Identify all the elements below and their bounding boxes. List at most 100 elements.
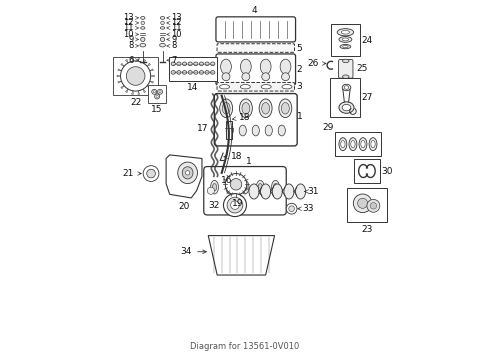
Ellipse shape (342, 104, 351, 111)
Circle shape (141, 37, 145, 41)
Text: 9: 9 (167, 35, 177, 44)
Ellipse shape (344, 86, 349, 89)
Ellipse shape (359, 138, 367, 150)
Text: 6: 6 (128, 56, 139, 65)
Text: 8: 8 (128, 41, 139, 50)
Ellipse shape (222, 73, 230, 81)
Ellipse shape (141, 27, 145, 29)
Ellipse shape (211, 62, 215, 66)
Ellipse shape (284, 184, 294, 199)
Text: 10: 10 (123, 30, 139, 39)
Circle shape (161, 21, 164, 25)
Text: 7: 7 (167, 56, 177, 65)
Text: 12: 12 (167, 18, 182, 27)
Ellipse shape (337, 29, 354, 36)
Ellipse shape (342, 84, 351, 91)
Ellipse shape (242, 103, 250, 114)
Bar (226, 121, 232, 139)
Text: 3: 3 (296, 82, 302, 91)
FancyBboxPatch shape (148, 85, 166, 103)
Ellipse shape (188, 62, 193, 66)
Circle shape (156, 95, 158, 98)
Ellipse shape (177, 62, 181, 66)
Text: 4: 4 (251, 6, 257, 15)
Ellipse shape (171, 62, 175, 66)
Ellipse shape (140, 43, 146, 47)
Text: 13: 13 (123, 13, 139, 22)
Circle shape (353, 194, 372, 213)
Ellipse shape (260, 59, 271, 74)
FancyBboxPatch shape (214, 94, 297, 146)
FancyBboxPatch shape (354, 159, 380, 183)
Ellipse shape (182, 71, 187, 74)
Circle shape (367, 199, 380, 212)
Ellipse shape (226, 125, 233, 136)
Ellipse shape (282, 85, 292, 89)
Text: 22: 22 (130, 98, 141, 107)
Polygon shape (118, 81, 122, 83)
FancyBboxPatch shape (204, 167, 286, 215)
Ellipse shape (262, 103, 270, 114)
Polygon shape (121, 86, 124, 89)
Polygon shape (125, 59, 128, 63)
Ellipse shape (295, 184, 306, 199)
Ellipse shape (228, 184, 232, 191)
Ellipse shape (160, 17, 165, 19)
Ellipse shape (281, 103, 289, 114)
Ellipse shape (242, 73, 250, 81)
Ellipse shape (141, 17, 145, 19)
FancyBboxPatch shape (216, 17, 295, 42)
Ellipse shape (171, 71, 175, 74)
Circle shape (370, 203, 377, 209)
Circle shape (141, 21, 145, 25)
Ellipse shape (252, 125, 259, 136)
Ellipse shape (222, 103, 230, 114)
Ellipse shape (282, 73, 290, 81)
Ellipse shape (199, 71, 204, 74)
Text: 30: 30 (381, 167, 393, 176)
Ellipse shape (289, 206, 294, 212)
Polygon shape (150, 81, 153, 83)
Text: 15: 15 (151, 105, 163, 114)
Ellipse shape (182, 62, 187, 66)
Ellipse shape (342, 38, 349, 41)
Ellipse shape (339, 102, 354, 113)
Ellipse shape (339, 37, 352, 42)
Ellipse shape (240, 99, 252, 118)
Polygon shape (138, 91, 140, 95)
Ellipse shape (205, 62, 209, 66)
Text: 29: 29 (322, 123, 334, 132)
Ellipse shape (241, 180, 249, 194)
FancyBboxPatch shape (217, 44, 294, 52)
Circle shape (121, 61, 151, 91)
Ellipse shape (343, 75, 349, 78)
Ellipse shape (272, 184, 282, 199)
Ellipse shape (211, 180, 219, 194)
Ellipse shape (186, 171, 190, 175)
Text: 19: 19 (232, 199, 244, 208)
Text: 21: 21 (122, 169, 141, 178)
Ellipse shape (369, 138, 377, 150)
Ellipse shape (343, 45, 348, 48)
Ellipse shape (241, 59, 251, 74)
Text: 8: 8 (167, 41, 177, 50)
Polygon shape (150, 69, 153, 71)
Ellipse shape (194, 71, 198, 74)
Text: 18: 18 (224, 152, 242, 161)
Ellipse shape (258, 184, 262, 191)
Text: 1: 1 (245, 157, 251, 166)
Circle shape (159, 91, 161, 93)
Ellipse shape (273, 184, 278, 191)
Polygon shape (143, 89, 146, 93)
Text: 16: 16 (220, 176, 232, 185)
FancyBboxPatch shape (331, 24, 360, 56)
Ellipse shape (262, 73, 270, 81)
Circle shape (230, 179, 242, 190)
Ellipse shape (220, 59, 231, 74)
Ellipse shape (261, 85, 271, 89)
Circle shape (160, 37, 165, 41)
Text: 32: 32 (209, 201, 220, 210)
Circle shape (207, 187, 215, 194)
Polygon shape (121, 63, 124, 66)
Circle shape (227, 197, 243, 213)
